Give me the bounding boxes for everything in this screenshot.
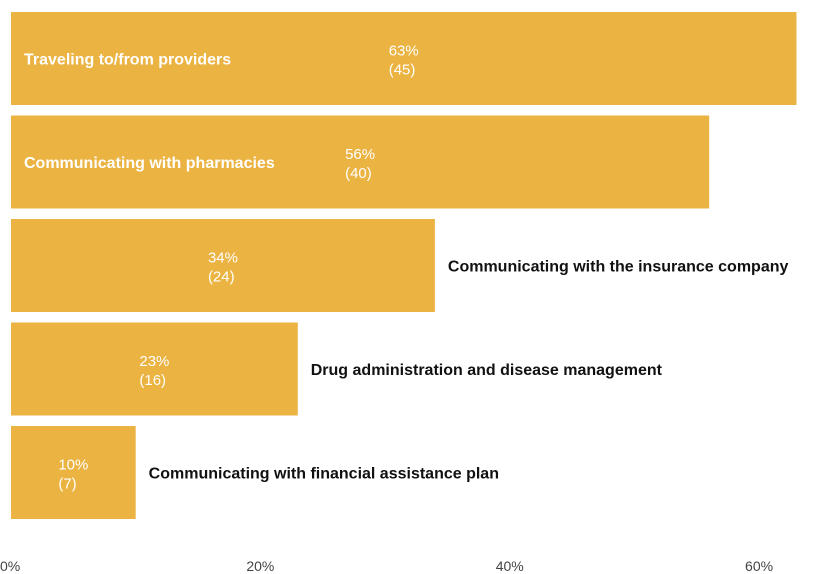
x-tick-label: 0%: [0, 558, 20, 574]
value-label-percent: 34%: [208, 250, 238, 267]
category-label: Traveling to/from providers: [24, 52, 231, 69]
x-tick-label: 60%: [745, 558, 773, 574]
category-label: Communicating with financial assistance …: [149, 466, 499, 483]
bar: [11, 12, 797, 105]
x-tick-label: 40%: [496, 558, 524, 574]
value-label-percent: 10%: [58, 457, 88, 474]
x-tick-label: 20%: [246, 558, 274, 574]
value-label-count: (40): [345, 165, 372, 182]
bar: [11, 219, 435, 312]
bar: [11, 115, 710, 209]
bar: [11, 322, 298, 416]
value-label-count: (7): [58, 476, 76, 493]
value-label-percent: 63%: [389, 43, 419, 60]
value-label-count: (45): [389, 62, 416, 79]
category-label: Communicating with pharmacies: [24, 155, 275, 172]
category-label: Drug administration and disease manageme…: [311, 362, 663, 379]
value-label-count: (16): [139, 372, 166, 389]
value-label-percent: 23%: [139, 353, 169, 370]
category-labels-group: Traveling to/from providers Communicating…: [24, 52, 788, 483]
bar: [11, 426, 136, 519]
category-label: Communicating with the insurance company: [448, 259, 789, 276]
value-label-count: (24): [208, 269, 235, 286]
value-label-percent: 56%: [345, 146, 375, 163]
value-labels-group: 63% (45) 56% (40) 34% (24) 23% (16) 10% (7): [58, 43, 418, 493]
x-axis-ticks: 0% 20% 40% 60%: [0, 558, 773, 574]
bars-group: [11, 12, 797, 519]
